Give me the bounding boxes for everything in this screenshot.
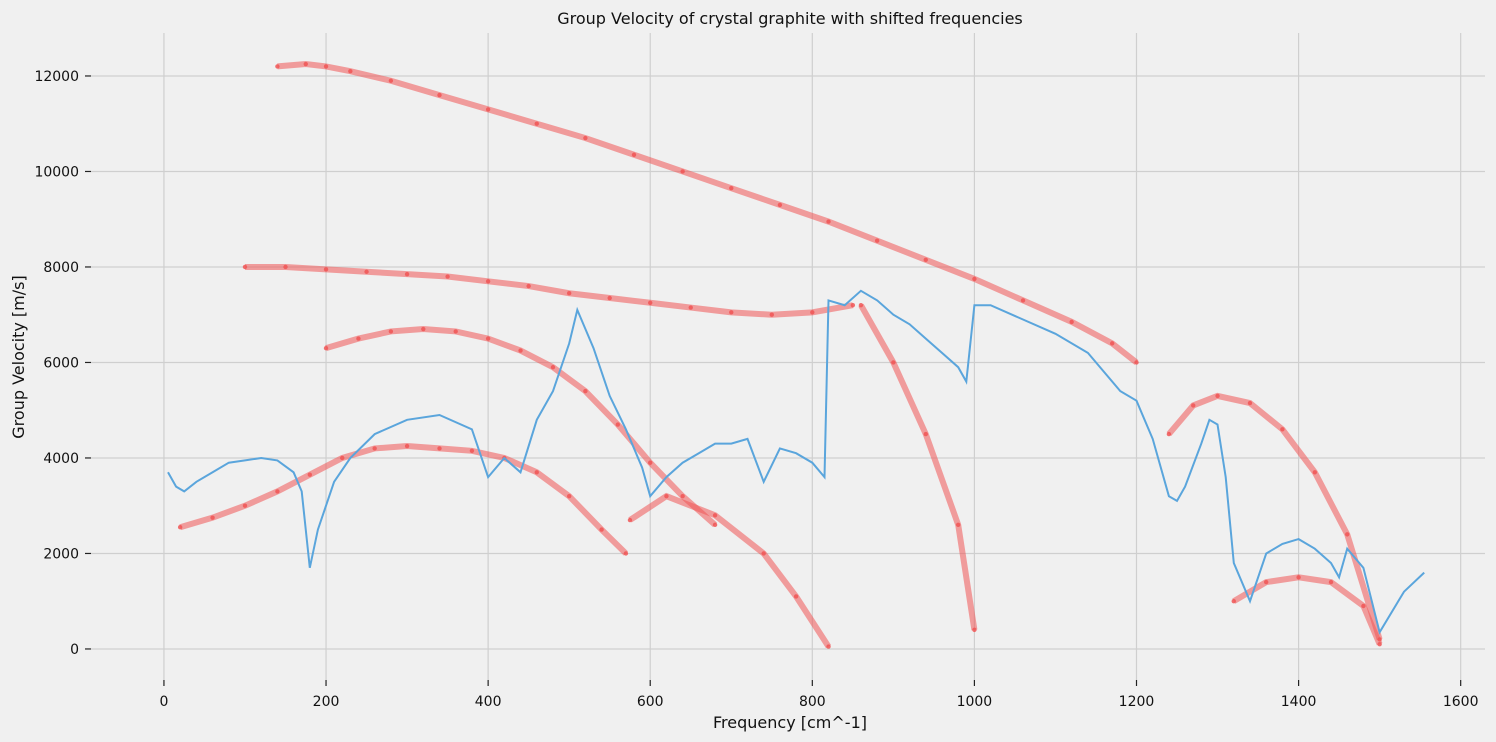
x-axis-label: Frequency [cm^-1] [713, 713, 867, 732]
y-tick-label: 4000 [43, 451, 79, 467]
y-tick-label: 0 [70, 642, 79, 658]
scatter-branch [1232, 574, 1383, 646]
velocity-line [167, 289, 1425, 635]
x-tick-label: 0 [159, 694, 168, 710]
x-tick-label: 1600 [1443, 694, 1479, 710]
x-tick-label: 1200 [1119, 694, 1155, 710]
y-axis-ticks: 0 2000 4000 6000 8000 10000 12000 [34, 69, 91, 658]
scatter-branch [244, 263, 854, 318]
y-tick-label: 8000 [43, 260, 79, 276]
x-tick-label: 600 [637, 694, 664, 710]
y-tick-label: 2000 [43, 546, 79, 562]
scatter-branch [277, 61, 1139, 365]
x-tick-label: 800 [799, 694, 826, 710]
scatter-branch [858, 303, 978, 631]
chart-title: Group Velocity of crystal graphite with … [557, 9, 1023, 28]
y-tick-label: 10000 [34, 164, 79, 180]
x-tick-label: 1000 [957, 694, 993, 710]
x-axis-ticks: 0 200 400 600 800 1000 1200 1400 1600 [159, 680, 1479, 710]
x-tick-label: 400 [475, 694, 502, 710]
scatter-branch [179, 443, 629, 556]
scatter-branch [1166, 392, 1383, 641]
scatter-branch [628, 492, 832, 649]
scatter-series [177, 61, 1383, 649]
y-tick-label: 12000 [34, 69, 79, 85]
x-tick-label: 200 [313, 694, 340, 710]
line-series [167, 289, 1425, 635]
y-axis-label: Group Velocity [m/s] [9, 275, 28, 438]
x-tick-label: 1400 [1281, 694, 1317, 710]
grid-lines [91, 33, 1485, 680]
scatter-branch [325, 326, 718, 528]
y-tick-label: 6000 [43, 355, 79, 371]
